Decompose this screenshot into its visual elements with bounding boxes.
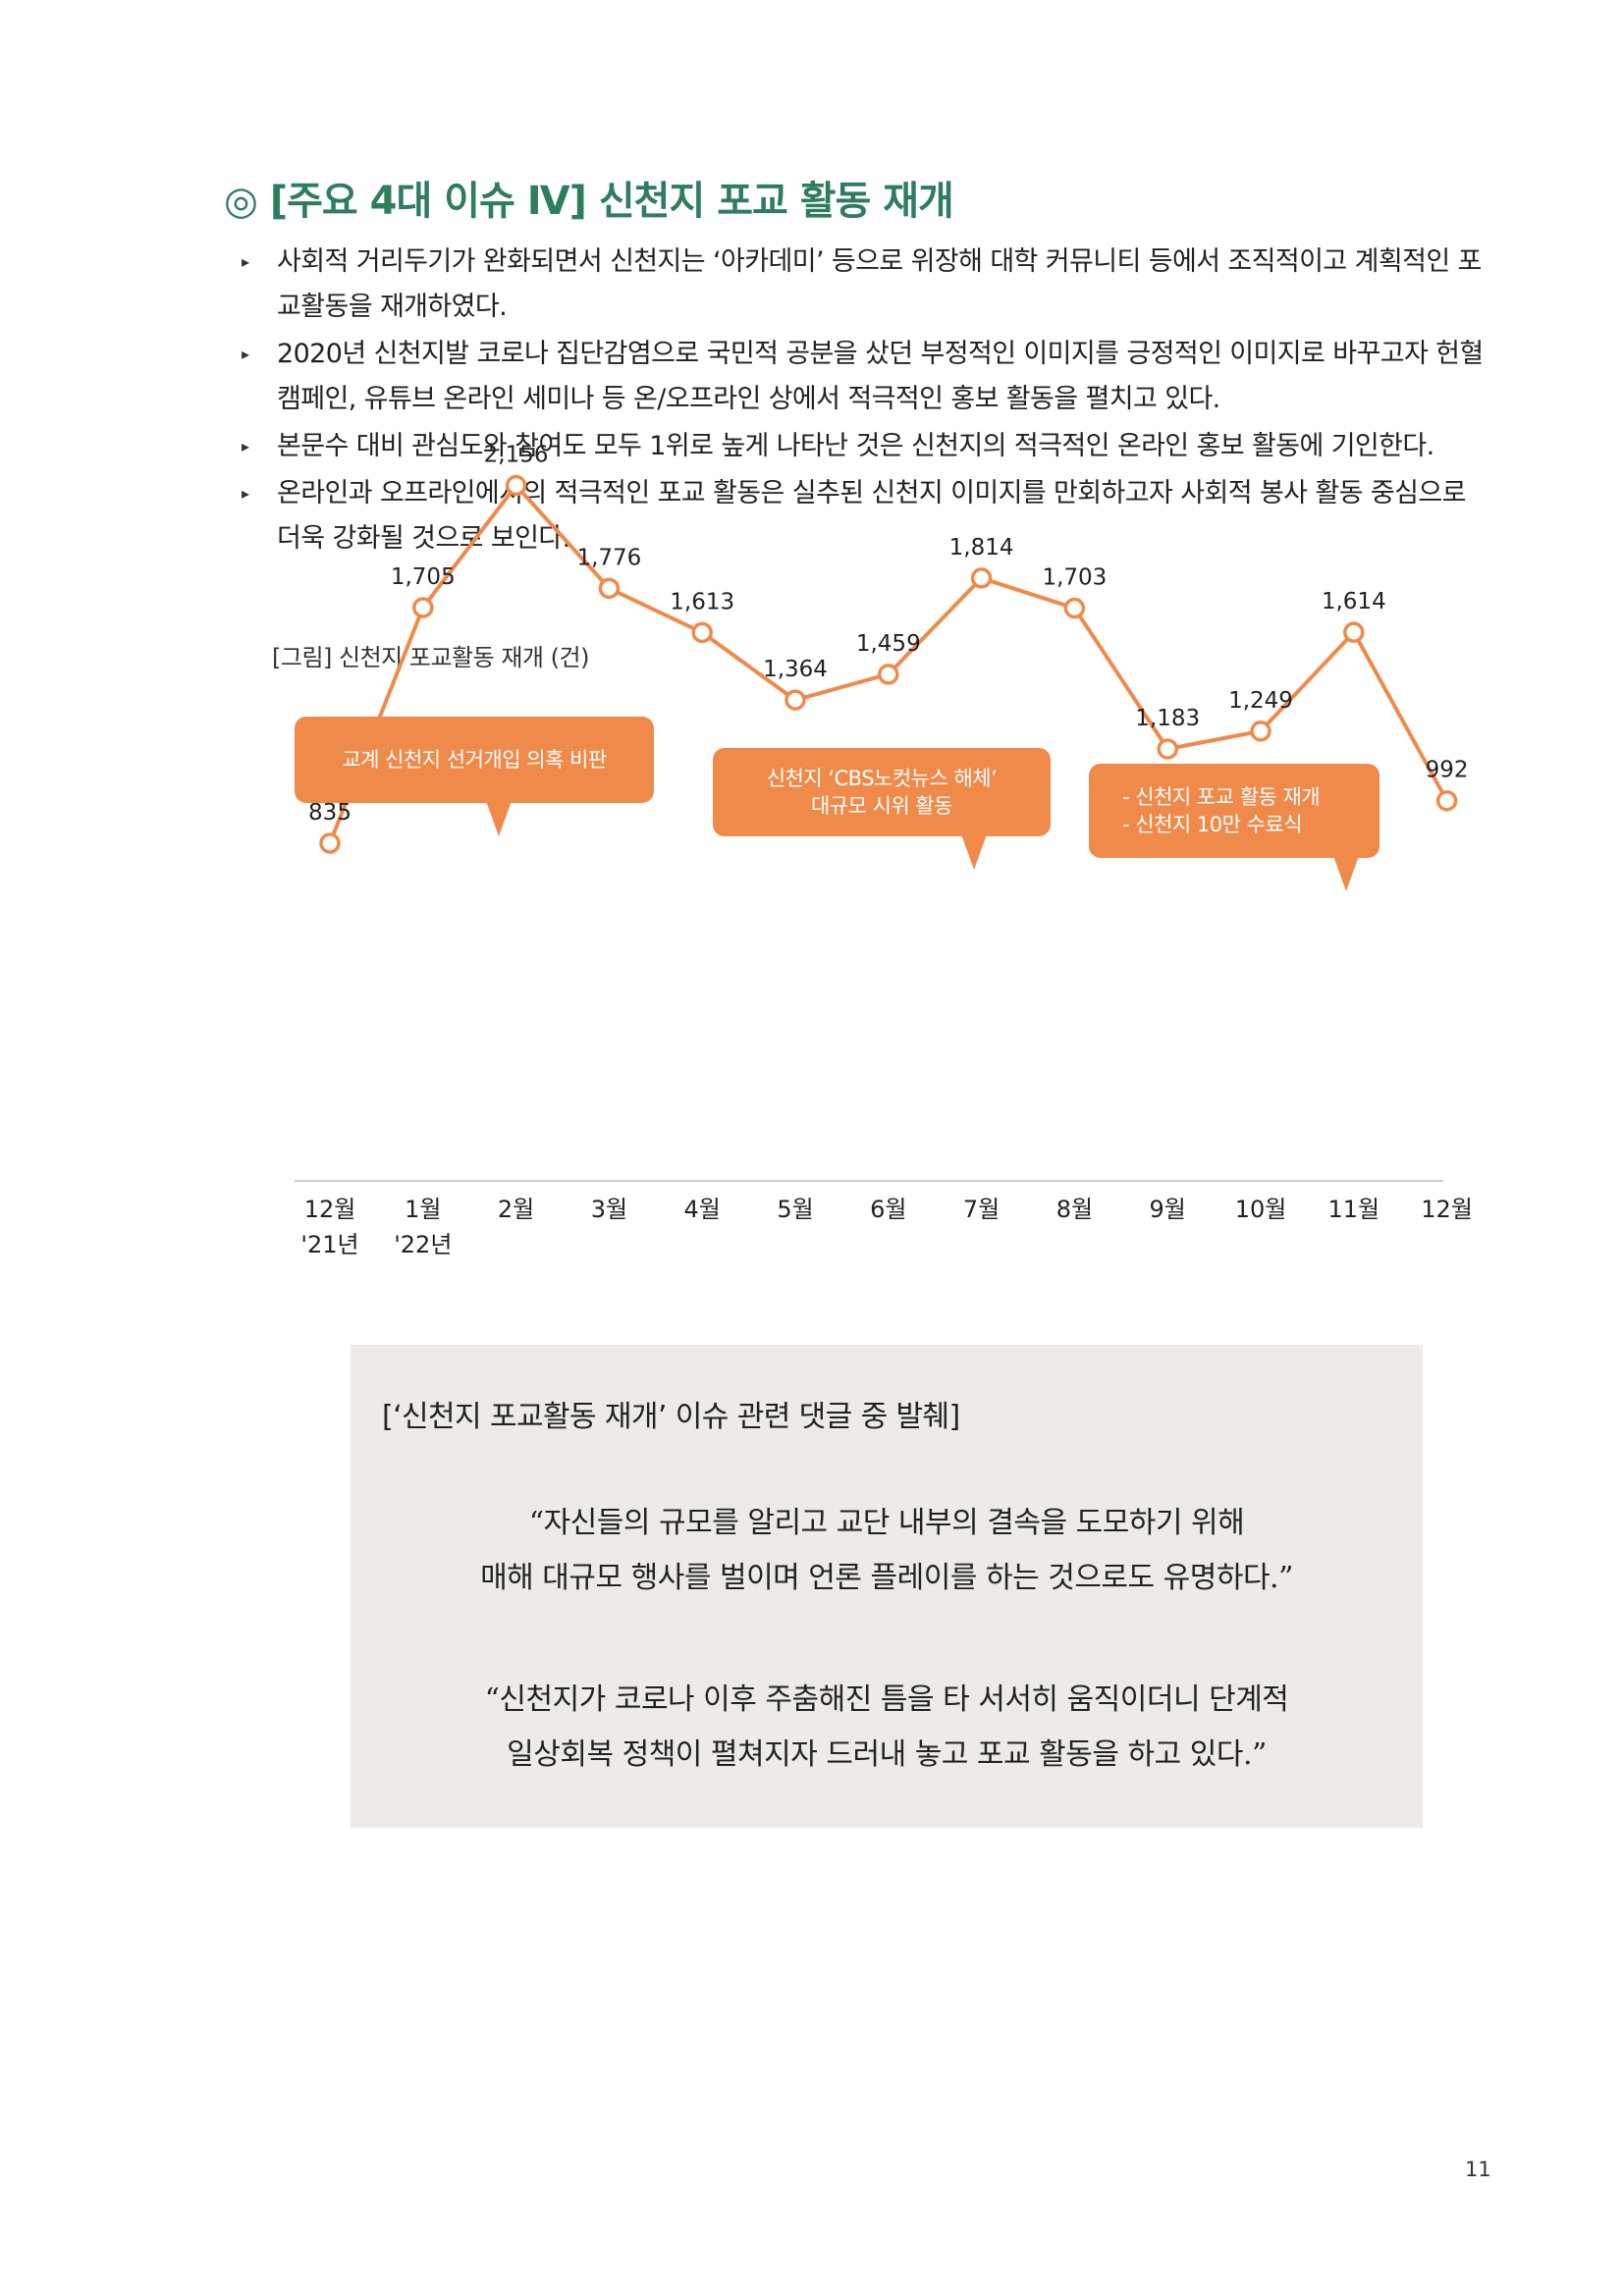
page-number: 11 [1465, 2158, 1491, 2181]
data-label: 835 [308, 800, 352, 826]
bullet-item: ▸ 온라인과 오프라인에서의 적극적인 포교 활동은 실추된 신천지 이미지를 만… [238, 471, 1485, 561]
data-label: 1,459 [856, 631, 921, 657]
figure-caption: [그림] 신천지 포교활동 재개 (건) [272, 644, 589, 671]
bullet-arrow-icon: ▸ [242, 437, 249, 455]
callout-text: - 신천지 10만 수료식 [1122, 813, 1303, 836]
x-tick-label: 6월 [870, 1196, 906, 1223]
bullet-arrow-icon: ▸ [242, 252, 249, 271]
data-point-3월 [598, 577, 621, 600]
callout-text: 교계 신천지 선거개입 의혹 비판 [342, 748, 607, 772]
section-title: ◎ [주요 4대 이슈 Ⅳ] 신천지 포교 활동 재개 [224, 179, 954, 224]
data-label: 1,249 [1228, 688, 1293, 714]
data-point-6월 [878, 664, 899, 685]
x-year-label: '21년 [300, 1231, 358, 1258]
data-point-7월 [970, 567, 993, 589]
data-point-1월 [412, 597, 434, 618]
quote-line: “자신들의 규모를 알리고 교단 내부의 결속을 도모하기 위해 [528, 1506, 1245, 1540]
callout-2월: 교계 신천지 선거개입 의혹 비판 [295, 717, 654, 836]
quote: “신천지가 코로나 이후 주춤해진 틈을 타 서서히 움직이더니 단계적 일상회… [351, 1673, 1423, 1783]
x-tick-label: 8월 [1056, 1196, 1093, 1223]
x-tick-label: 1월 [405, 1196, 441, 1223]
callout-7월: 신천지 ‘CBS노컷뉴스 해체’ 대규모 시위 활동 [713, 748, 1051, 870]
data-point-10월 [1250, 721, 1271, 742]
data-label: 1,705 [391, 564, 456, 590]
bullet-text: 온라인과 오프라인에서의 적극적인 포교 활동은 실추된 신천지 이미지를 만회… [277, 478, 1466, 554]
data-label: 1,614 [1322, 589, 1386, 614]
x-tick-label: 10월 [1235, 1196, 1287, 1223]
x-year-label: '22년 [394, 1231, 452, 1258]
bullet-text: 본문수 대비 관심도와 참여도 모두 1위로 높게 나타난 것은 신천지의 적극… [277, 431, 1434, 461]
data-point-9월 [1157, 738, 1178, 760]
x-tick-label: 4월 [684, 1196, 721, 1223]
quote-line: 일상회복 정책이 펼쳐지자 드러내 놓고 포교 활동을 하고 있다.” [507, 1737, 1267, 1772]
data-point-8월 [1063, 597, 1086, 619]
quote-line: “신천지가 코로나 이후 주춤해진 틈을 타 서서히 움직이더니 단계적 [484, 1682, 1289, 1717]
data-label: 1,613 [670, 589, 734, 614]
x-tick-label: 5월 [777, 1196, 813, 1223]
bullet-list: ▸ 사회적 거리두기가 완화되면서 신천지는 ‘아카데미’ 등으로 위장해 대학 … [238, 240, 1485, 563]
data-point-12월 [1435, 789, 1458, 812]
data-point-11월 [1343, 621, 1365, 643]
x-tick-label: 11월 [1327, 1196, 1380, 1223]
data-point-4월 [691, 621, 713, 644]
quote-line: 매해 대규모 행사를 벌이며 언론 플레이를 하는 것으로도 유명하다.” [480, 1561, 1293, 1595]
data-label: 992 [1426, 758, 1469, 783]
data-label: 1,703 [1042, 565, 1107, 591]
excerpt-heading: [‘신천지 포교활동 재개’ 이슈 관련 댓글 중 발췌] [382, 1400, 960, 1434]
bullet-item: ▸ 사회적 거리두기가 완화되면서 신천지는 ‘아카데미’ 등으로 위장해 대학 … [238, 240, 1485, 330]
callout-text: - 신천지 포교 활동 재개 [1122, 785, 1321, 809]
bullet-text: 2020년 신천지발 코로나 집단감염으로 국민적 공분을 샀던 부정적인 이미… [277, 339, 1484, 414]
bullet-text: 사회적 거리두기가 완화되면서 신천지는 ‘아카데미’ 등으로 위장해 대학 커… [277, 246, 1482, 322]
data-label: 1,183 [1135, 706, 1200, 731]
comment-excerpt-box: [‘신천지 포교활동 재개’ 이슈 관련 댓글 중 발췌] “자신들의 규모를 … [351, 1345, 1423, 1828]
callout-text: 대규모 시위 활동 [810, 794, 953, 818]
x-tick-label: 3월 [591, 1196, 627, 1223]
x-tick-label: 12월 [1421, 1196, 1473, 1223]
quote: “자신들의 규모를 알리고 교단 내부의 결속을 도모하기 위해 매해 대규모 … [351, 1496, 1423, 1606]
bullet-item: ▸ 본문수 대비 관심도와 참여도 모두 1위로 높게 나타난 것은 신천지의 적… [238, 424, 1485, 469]
bullet-arrow-icon: ▸ [242, 484, 249, 503]
data-point-5월 [784, 689, 806, 711]
callout-text: 신천지 ‘CBS노컷뉴스 해체’ [766, 767, 998, 790]
x-tick-label: 2월 [498, 1196, 534, 1223]
callout-11월: - 신천지 포교 활동 재개 - 신천지 10만 수료식 [1089, 764, 1380, 891]
data-point-12월 [319, 832, 341, 854]
x-tick-label: 9월 [1150, 1196, 1186, 1223]
bullet-item: ▸ 2020년 신천지발 코로나 집단감염으로 국민적 공분을 샀던 부정적인 이… [238, 332, 1485, 422]
x-tick-label: 12월 [304, 1196, 356, 1223]
bullet-arrow-icon: ▸ [242, 345, 249, 363]
data-label: 1,364 [763, 657, 828, 682]
x-tick-label: 7월 [963, 1196, 1000, 1223]
